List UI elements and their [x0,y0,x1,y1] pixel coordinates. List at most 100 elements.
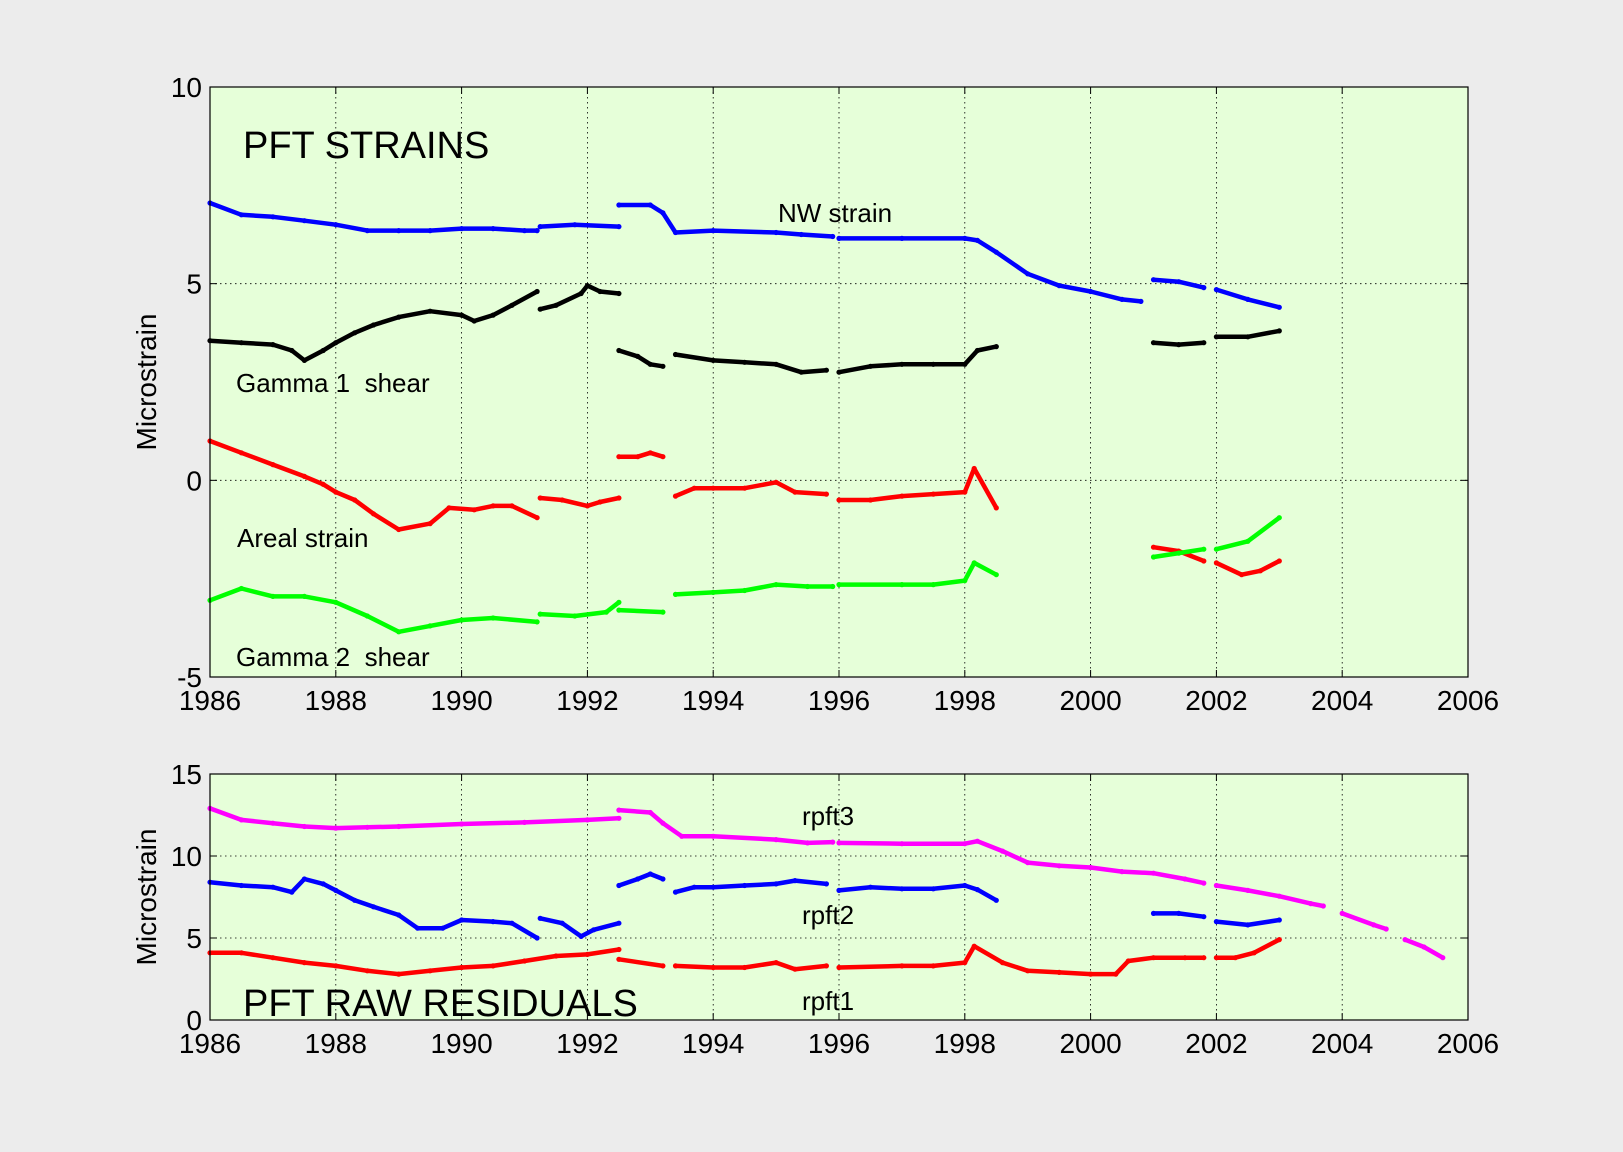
data-point-rpft1 [930,963,936,969]
data-point-areal-strain [370,511,377,517]
data-point-rpft1 [553,953,559,959]
data-point-areal-strain [1201,558,1207,564]
data-point-areal-strain [534,515,540,521]
x-tick-label-strains: 1996 [808,685,870,716]
data-point-rpft1 [490,963,496,969]
series-strains [207,200,1282,635]
data-point-nw-strain [1088,288,1094,295]
data-point-gamma-1-shear [537,306,543,312]
data-point-rpft1 [710,964,716,971]
data-point-rpft2 [1276,917,1282,923]
series-segment-gamma-2-shear [616,607,666,615]
data-point-rpft2 [352,897,358,903]
data-point-rpft3 [1440,955,1446,961]
data-point-areal-strain [971,465,977,472]
series-segment-areal-strain [1214,558,1282,577]
data-point-nw-strain [616,224,622,230]
data-point-rpft1 [1125,958,1131,964]
data-point-nw-strain [1138,298,1144,304]
data-point-gamma-2-shear [1213,546,1219,552]
data-point-rpft3 [1308,901,1314,907]
data-point-nw-strain [333,222,339,228]
data-point-rpft3 [584,817,591,823]
x-tick-label-residuals: 2000 [1059,1028,1121,1059]
data-point-areal-strain [836,497,842,503]
data-point-rpft3 [1421,944,1427,950]
data-point-gamma-1-shear [1201,340,1207,346]
data-point-gamma-2-shear [899,582,905,588]
data-point-rpft1 [270,955,276,961]
y-tick-label-residuals: 10 [171,841,202,872]
data-point-rpft2 [509,920,515,926]
data-point-gamma-2-shear [534,619,540,625]
x-tick-label-strains: 1992 [556,685,618,716]
data-point-nw-strain [1201,285,1207,291]
data-point-rpft1 [301,960,307,966]
series-segment-rpft3 [836,838,1207,886]
data-point-rpft3 [616,807,622,813]
data-point-areal-strain [660,454,666,460]
label-rpft2: rpft2 [802,900,854,930]
series-rpft1 [207,937,1282,977]
series-rpft3 [207,805,1446,961]
data-point-rpft1 [1150,955,1157,961]
data-point-gamma-1-shear [1245,334,1251,340]
data-point-rpft1 [1213,955,1219,961]
data-point-areal-strain [559,497,565,503]
data-point-gamma-1-shear [320,347,326,354]
data-point-rpft2 [459,917,465,923]
data-point-rpft2 [301,876,307,882]
data-point-rpft1 [584,951,591,958]
data-point-gamma-2-shear [773,582,779,588]
data-point-rpft2 [1150,910,1157,917]
series-segment-rpft1 [1214,937,1282,960]
data-point-gamma-1-shear [427,308,433,314]
data-point-gamma-2-shear [672,591,679,598]
data-point-rpft1 [396,971,402,977]
data-point-rpft3 [1245,887,1251,894]
data-point-gamma-1-shear [333,340,339,346]
data-point-rpft2 [691,884,697,890]
label-rpft3: rpft3 [802,801,854,831]
data-point-rpft2 [534,935,540,941]
data-point-rpft2 [370,904,377,910]
data-point-gamma-2-shear [962,578,968,584]
data-point-gamma-2-shear [830,583,836,590]
data-point-rpft3 [1402,937,1408,943]
data-point-gamma-1-shear [578,290,584,297]
data-point-nw-strain [974,237,981,243]
series-residuals [207,805,1446,977]
data-point-rpft3 [1088,864,1094,871]
y-tick-label-residuals: 15 [171,759,202,790]
data-point-gamma-2-shear [364,613,370,619]
data-point-rpft2 [660,876,666,882]
series-areal-strain [207,438,1282,578]
data-point-nw-strain [1056,283,1062,289]
data-point-rpft1 [660,963,666,969]
y-axis-label-residuals: Microstrain [131,829,162,966]
data-point-gamma-2-shear [537,611,543,617]
x-tick-label-residuals: 1990 [430,1028,492,1059]
series-segment-nw-strain [836,236,1144,304]
data-point-nw-strain [1150,277,1157,283]
data-point-gamma-2-shear [616,607,622,613]
data-point-rpft3 [1383,926,1389,932]
data-point-nw-strain [710,228,716,234]
label-areal-strain: Areal strain [237,523,369,553]
data-point-areal-strain [597,499,603,505]
data-point-nw-strain [899,235,905,241]
data-point-rpft3 [710,833,716,839]
series-segment-rpft2 [616,871,666,888]
data-point-gamma-2-shear [238,585,244,592]
data-point-gamma-2-shear [333,599,339,605]
data-point-rpft2 [320,881,326,887]
data-point-areal-strain [1257,568,1263,574]
data-point-gamma-2-shear [836,582,842,588]
data-point-gamma-2-shear [427,623,433,629]
data-point-rpft1 [742,964,748,971]
data-point-rpft3 [1276,893,1282,899]
data-point-gamma-1-shear [962,361,968,367]
data-point-gamma-2-shear [270,593,276,600]
data-point-rpft1 [773,960,779,966]
series-segment-gamma-1-shear [673,352,829,375]
